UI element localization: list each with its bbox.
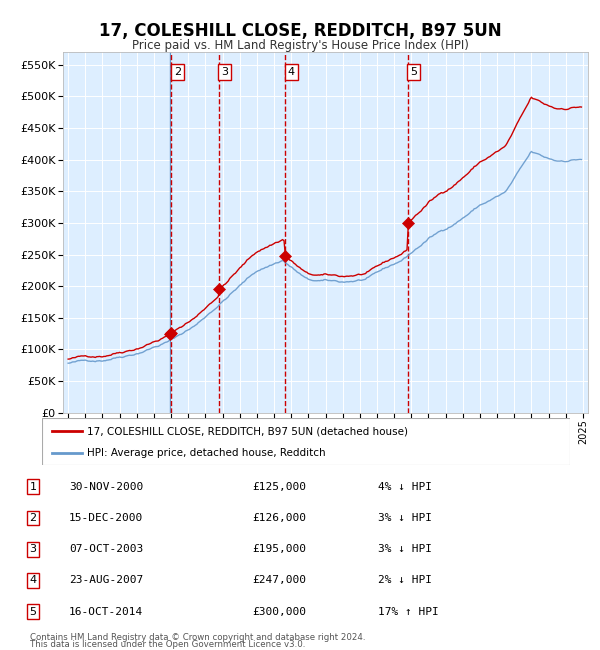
Text: 3: 3	[221, 67, 228, 77]
Text: 23-AUG-2007: 23-AUG-2007	[69, 575, 143, 586]
Text: 3% ↓ HPI: 3% ↓ HPI	[378, 544, 432, 554]
Text: 4: 4	[288, 67, 295, 77]
Text: 4% ↓ HPI: 4% ↓ HPI	[378, 482, 432, 492]
Text: 3: 3	[29, 544, 37, 554]
Text: £125,000: £125,000	[252, 482, 306, 492]
Text: 17, COLESHILL CLOSE, REDDITCH, B97 5UN: 17, COLESHILL CLOSE, REDDITCH, B97 5UN	[98, 22, 502, 40]
Text: £195,000: £195,000	[252, 544, 306, 554]
Text: 1: 1	[29, 482, 37, 492]
Text: HPI: Average price, detached house, Redditch: HPI: Average price, detached house, Redd…	[87, 448, 326, 458]
Text: 15-DEC-2000: 15-DEC-2000	[69, 513, 143, 523]
Text: 16-OCT-2014: 16-OCT-2014	[69, 606, 143, 617]
Text: 07-OCT-2003: 07-OCT-2003	[69, 544, 143, 554]
Text: 5: 5	[410, 67, 417, 77]
Text: 4: 4	[29, 575, 37, 586]
Text: 5: 5	[29, 606, 37, 617]
Text: £300,000: £300,000	[252, 606, 306, 617]
Text: £247,000: £247,000	[252, 575, 306, 586]
Text: 2: 2	[29, 513, 37, 523]
Text: 3% ↓ HPI: 3% ↓ HPI	[378, 513, 432, 523]
Text: 17% ↑ HPI: 17% ↑ HPI	[378, 606, 439, 617]
Text: This data is licensed under the Open Government Licence v3.0.: This data is licensed under the Open Gov…	[30, 640, 305, 649]
Text: £126,000: £126,000	[252, 513, 306, 523]
Text: 30-NOV-2000: 30-NOV-2000	[69, 482, 143, 492]
Text: Contains HM Land Registry data © Crown copyright and database right 2024.: Contains HM Land Registry data © Crown c…	[30, 632, 365, 642]
Text: 17, COLESHILL CLOSE, REDDITCH, B97 5UN (detached house): 17, COLESHILL CLOSE, REDDITCH, B97 5UN (…	[87, 426, 408, 436]
Text: 2: 2	[173, 67, 181, 77]
Text: 2% ↓ HPI: 2% ↓ HPI	[378, 575, 432, 586]
Text: Price paid vs. HM Land Registry's House Price Index (HPI): Price paid vs. HM Land Registry's House …	[131, 39, 469, 52]
